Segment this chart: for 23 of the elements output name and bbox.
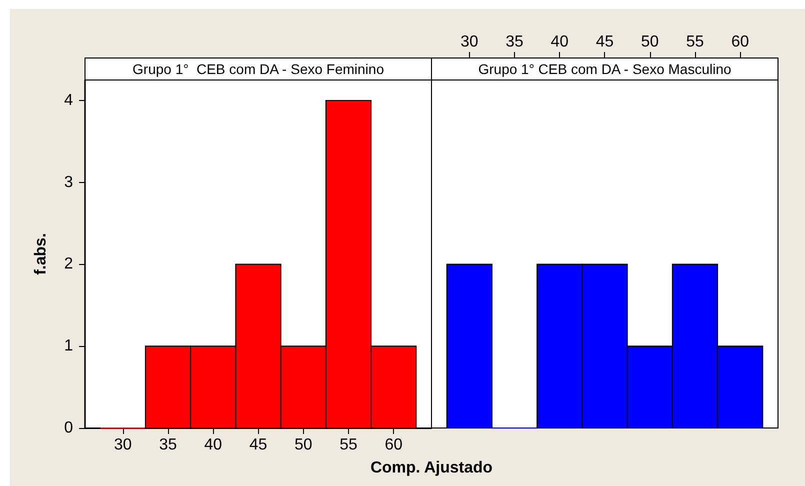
x-tick-label: 35 (159, 436, 178, 454)
y-tick-label: 2 (64, 256, 74, 273)
x-tick-label: 40 (550, 34, 569, 50)
x-axis-title: Comp. Ajustado (370, 460, 493, 476)
y-tick-label: 1 (64, 338, 74, 355)
x-tick-label: 55 (686, 34, 704, 50)
chart-title: Grupo 1° CEB com DA - Sexo Feminino (132, 61, 384, 77)
x-tick-label: 50 (640, 34, 659, 50)
y-tick-label: 0 (64, 420, 74, 436)
x-tick-label: 60 (384, 436, 403, 454)
x-tick-label: 60 (731, 34, 750, 50)
x-tick-label: 30 (460, 34, 478, 50)
x-tick-label: 40 (204, 436, 222, 454)
y-tick-label: 3 (64, 174, 74, 191)
x-tick-label: 45 (596, 34, 614, 50)
x-tick-label: 35 (506, 34, 524, 50)
x-tick-label: 55 (340, 436, 358, 454)
x-tick-label: 30 (114, 436, 132, 454)
x-tick-label: 45 (249, 436, 268, 454)
y-tick-label: 4 (64, 92, 74, 109)
x-tick-label: 50 (294, 436, 312, 454)
y-axis-title: f.abs. (32, 233, 50, 275)
chart-title: Grupo 1° CEB com DA - Sexo Masculino (478, 61, 732, 77)
